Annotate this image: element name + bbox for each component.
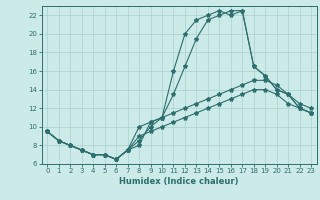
X-axis label: Humidex (Indice chaleur): Humidex (Indice chaleur) xyxy=(119,177,239,186)
